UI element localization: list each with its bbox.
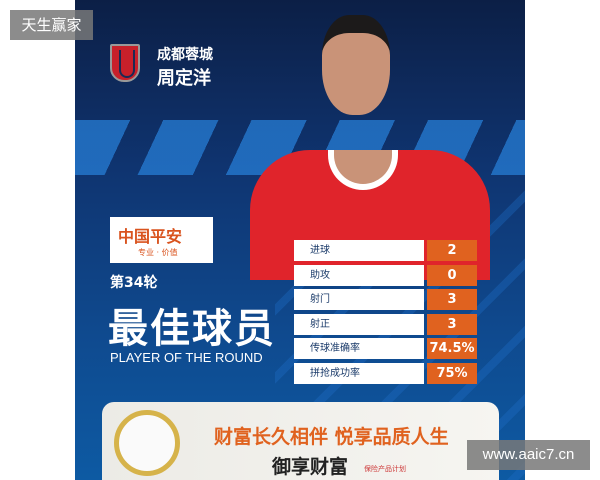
stat-value: 0: [427, 264, 477, 286]
round-label: 第34轮: [110, 275, 158, 291]
stat-value: 74.5%: [427, 338, 477, 360]
award-title-en: PLAYER OF THE ROUND: [110, 350, 263, 365]
stat-label: 传球准确率: [294, 338, 424, 360]
watermark-top-left: 天生赢家: [10, 10, 93, 40]
club-badge-icon: [110, 44, 140, 82]
player-name: 周定洋: [157, 68, 211, 89]
stat-row: 射门 3: [294, 289, 477, 311]
sponsor-logo: 中国平安 专业 · 价值: [110, 217, 213, 263]
stat-row: 拼抢成功率 75%: [294, 362, 477, 384]
stat-row: 射正 3: [294, 313, 477, 335]
stat-row: 进球 2: [294, 240, 477, 261]
ad-product: 御享财富: [272, 456, 349, 478]
watermark-bottom-right: www.aaic7.cn: [467, 440, 590, 470]
stat-label: 进球: [294, 240, 424, 261]
stat-label: 拼抢成功率: [294, 362, 424, 384]
club-name: 成都蓉城: [157, 47, 213, 63]
ad-product-sub: 保险产品计划: [364, 465, 406, 473]
stat-row: 传球准确率 74.5%: [294, 338, 477, 360]
stat-value: 75%: [427, 362, 477, 384]
jade-disc-icon: [114, 410, 180, 476]
poster: 成都蓉城 周定洋 中国平安 专业 · 价值 第34轮 最佳球员 PLAYER O…: [75, 0, 525, 480]
player-head: [322, 15, 390, 115]
advertisement-banner[interactable]: 财富长久相伴 悦享品质人生 御享财富 保险产品计划: [102, 402, 499, 480]
sponsor-name: 中国平安: [118, 227, 183, 246]
stat-label: 射正: [294, 313, 424, 335]
stat-label: 助攻: [294, 264, 424, 286]
stat-label: 射门: [294, 289, 424, 311]
award-title: 最佳球员: [108, 306, 276, 352]
sponsor-slogan: 专业 · 价值: [138, 248, 178, 257]
stat-value: 3: [427, 313, 477, 335]
stat-row: 助攻 0: [294, 264, 477, 286]
ad-headline: 财富长久相伴 悦享品质人生: [214, 426, 449, 448]
stats-table: 进球 2 助攻 0 射门 3 射正 3 传球准确率 74.5% 拼抢成功率 75%: [294, 240, 477, 388]
stat-value: 2: [427, 240, 477, 261]
stat-value: 3: [427, 289, 477, 311]
